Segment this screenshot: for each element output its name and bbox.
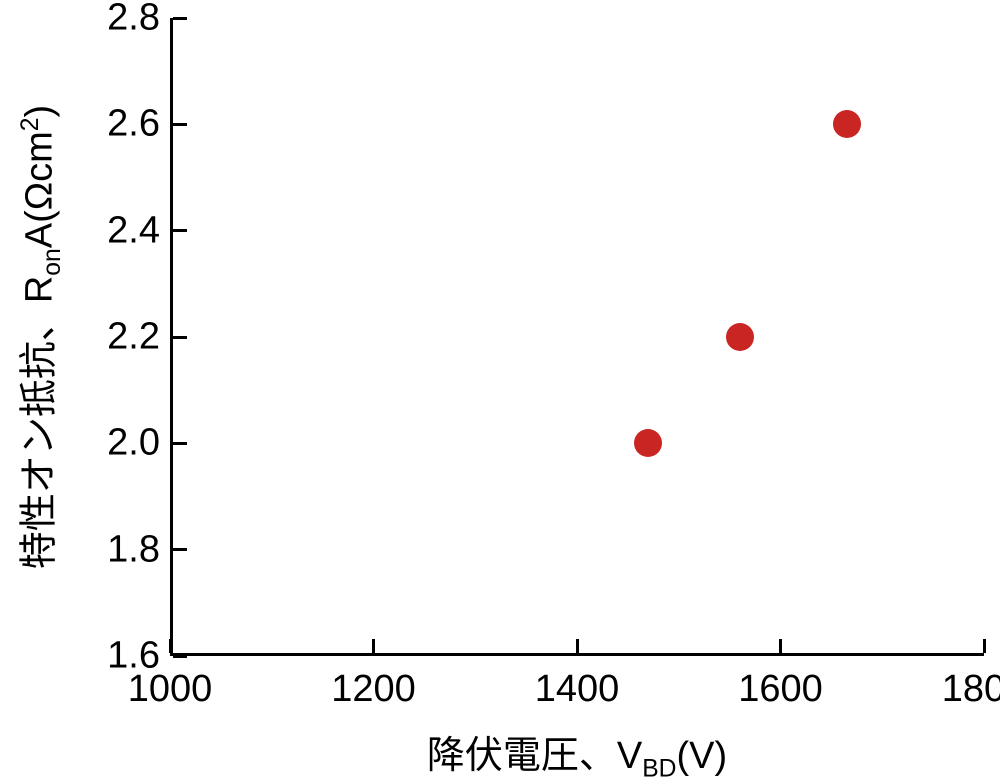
x-axis-label: 降伏電圧、VBD(V) [427, 724, 727, 779]
x-tick [169, 639, 172, 653]
y-tick [173, 655, 187, 658]
y-tick-label: 1.8 [107, 528, 160, 571]
x-tick [983, 639, 986, 653]
x-tick [779, 639, 782, 653]
y-tick-label: 2.8 [107, 0, 160, 40]
plot-area [170, 18, 984, 656]
data-point [726, 323, 754, 351]
y-axis-label: 特性オン抵抗、RonA(Ωcm2) [8, 105, 63, 569]
y-tick [173, 123, 187, 126]
y-tick [173, 17, 187, 20]
scatter-chart: 特性オン抵抗、RonA(Ωcm2) 降伏電圧、VBD(V) 1.61.82.02… [0, 0, 1000, 784]
x-tick-label: 1000 [128, 668, 213, 711]
y-tick [173, 442, 187, 445]
data-point [833, 110, 861, 138]
y-tick-label: 2.2 [107, 316, 160, 359]
x-tick-label: 1200 [331, 668, 416, 711]
x-tick-label: 1800 [942, 668, 1000, 711]
y-tick [173, 336, 187, 339]
x-tick-label: 1400 [535, 668, 620, 711]
y-tick [173, 229, 187, 232]
y-tick-label: 2.0 [107, 422, 160, 465]
y-tick-label: 2.6 [107, 103, 160, 146]
x-tick [372, 639, 375, 653]
y-tick-label: 2.4 [107, 209, 160, 252]
data-point [634, 429, 662, 457]
x-tick-label: 1600 [738, 668, 823, 711]
y-tick [173, 548, 187, 551]
x-tick [576, 639, 579, 653]
